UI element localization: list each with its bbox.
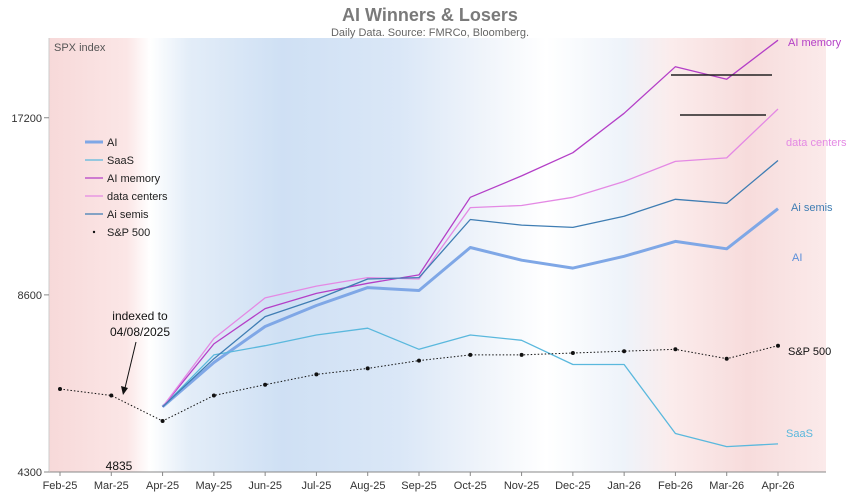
y-axis-ticks: 4300 8600 17200 xyxy=(11,113,49,479)
series-point-s-p-500 xyxy=(417,358,421,363)
x-tick-label: Jun-25 xyxy=(248,480,282,492)
x-tick-label: Feb-25 xyxy=(43,480,78,492)
x-tick-label: Jan-26 xyxy=(607,480,641,492)
x-tick-label: Nov-25 xyxy=(504,480,539,492)
y-axis-title: SPX index xyxy=(54,42,106,54)
legend: AI SaaS AI memory data centers Ai semis … xyxy=(85,137,168,239)
end-label-ai: AI xyxy=(792,252,802,264)
annotation-low-value: 4835 xyxy=(106,459,133,473)
series-point-s-p-500 xyxy=(211,393,216,398)
annotation-arrow-head xyxy=(121,386,128,395)
end-label-ai-memory: AI memory xyxy=(788,37,842,49)
series-line-ai xyxy=(161,207,779,408)
end-label-saas: SaaS xyxy=(786,428,813,440)
legend-label-ai-memory: AI memory xyxy=(107,173,161,185)
y-tick-label: 17200 xyxy=(11,113,42,125)
x-tick-label: Apr-25 xyxy=(146,480,179,492)
series-line-data-centers xyxy=(162,108,779,408)
legend-label-ai-semis: Ai semis xyxy=(107,209,149,221)
series-line-saas xyxy=(162,327,779,448)
resistance-lines xyxy=(671,74,772,116)
end-labels: AI memory data centers Ai semis AI S&P 5… xyxy=(786,37,847,440)
series-layer xyxy=(58,39,780,448)
x-tick-label: Apr-26 xyxy=(761,480,794,492)
series-line-ai-semis xyxy=(162,160,779,408)
y-tick-label: 4300 xyxy=(18,467,42,479)
chart-title: AI Winners & Losers xyxy=(342,5,518,25)
plot-background xyxy=(49,38,826,472)
series-point-s-p-500 xyxy=(622,349,627,354)
series-line-ai-memory xyxy=(162,39,779,408)
x-tick-label: Mar-26 xyxy=(709,480,744,492)
end-label-data-centers: data centers xyxy=(786,137,847,149)
x-tick-label: Aug-25 xyxy=(350,480,385,492)
x-axis-ticks: Feb-25 Mar-25 Apr-25 May-25 Jun-25 Jul-25 Aug-… xyxy=(43,472,795,492)
legend-label-data-centers: data centers xyxy=(107,191,168,203)
annotation-arrow-shaft xyxy=(124,341,137,389)
legend-label-saas: SaaS xyxy=(107,155,134,167)
series-point-s-p-500 xyxy=(263,382,268,387)
chart-subtitle: Daily Data. Source: FMRCo, Bloomberg. xyxy=(331,27,529,39)
x-tick-label: Jul-25 xyxy=(301,480,331,492)
index-annotation: indexed to 04/08/2025 4835 xyxy=(106,309,171,473)
annotation-index-date: 04/08/2025 xyxy=(110,325,170,339)
x-tick-label: Mar-25 xyxy=(94,480,129,492)
x-tick-label: Feb-26 xyxy=(658,480,693,492)
series-point-s-p-500 xyxy=(468,352,473,357)
x-tick-label: May-25 xyxy=(196,480,233,492)
x-tick-label: Dec-25 xyxy=(555,480,590,492)
legend-swatch-sp500 xyxy=(92,230,96,234)
legend-label-sp500: S&P 500 xyxy=(107,227,150,239)
x-tick-label: Sep-25 xyxy=(401,480,436,492)
y-tick-label: 8600 xyxy=(18,290,42,302)
x-tick-label: Oct-25 xyxy=(454,480,487,492)
annotation-indexed-to: indexed to xyxy=(112,309,168,323)
legend-label-ai: AI xyxy=(107,137,117,149)
end-label-sp500: S&P 500 xyxy=(788,346,831,358)
end-label-ai-semis: Ai semis xyxy=(791,202,833,214)
